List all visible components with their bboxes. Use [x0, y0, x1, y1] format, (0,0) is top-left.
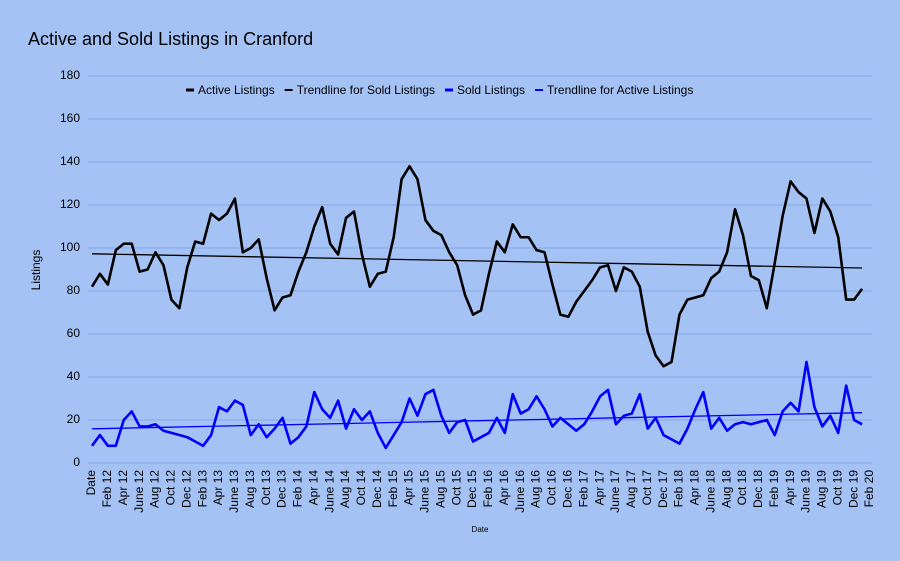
legend-label: Trendline for Active Listings	[547, 83, 693, 97]
x-tick-label: Apr 18	[688, 470, 702, 506]
x-tick-label: June 14	[322, 470, 336, 513]
x-tick-label: Dec 12	[179, 470, 193, 508]
x-tick-label: June 13	[227, 470, 241, 513]
x-tick-label: June 15	[418, 470, 432, 513]
x-tick-label: Oct 18	[735, 470, 749, 506]
x-tick-label: Dec 17	[656, 470, 670, 508]
x-tick-label: Feb 17	[576, 470, 590, 508]
y-tick-label: 100	[60, 240, 80, 254]
x-tick-label: June 17	[608, 470, 622, 513]
y-tick-label: 120	[60, 197, 80, 211]
x-tick-label: Feb 19	[767, 470, 781, 508]
x-tick-label: Aug 15	[433, 470, 447, 508]
x-tick-label: Aug 13	[243, 470, 257, 508]
x-tick-label: Apr 17	[592, 470, 606, 506]
x-tick-label: June 18	[703, 470, 717, 513]
x-tick-label: Feb 13	[195, 470, 209, 508]
x-tick-label: Date	[84, 470, 98, 496]
legend-label: Sold Listings	[457, 83, 525, 97]
x-tick-label: Feb 15	[386, 470, 400, 508]
x-tick-label: Aug 19	[815, 470, 829, 508]
x-tick-label: Feb 16	[481, 470, 495, 508]
x-tick-label: Dec 14	[370, 470, 384, 508]
legend-label: Active Listings	[198, 83, 275, 97]
x-tick-label: Aug 12	[148, 470, 162, 508]
x-tick-label: Dec 19	[846, 470, 860, 508]
x-axis-title: Date	[472, 525, 489, 534]
y-tick-label: 0	[73, 455, 80, 469]
x-tick-label: Feb 20	[862, 470, 876, 508]
legend-label: Trendline for Sold Listings	[297, 83, 435, 97]
x-tick-label: Oct 15	[449, 470, 463, 506]
x-tick-label: Feb 14	[291, 470, 305, 508]
y-tick-label: 60	[67, 326, 81, 340]
y-axis-title: Listings	[29, 250, 43, 291]
x-tick-label: Oct 17	[640, 470, 654, 506]
x-tick-label: Dec 16	[560, 470, 574, 508]
x-tick-label: Apr 12	[116, 470, 130, 506]
x-tick-label: Aug 16	[529, 470, 543, 508]
x-tick-label: June 16	[513, 470, 527, 513]
x-tick-label: Apr 14	[306, 470, 320, 506]
x-tick-label: Oct 14	[354, 470, 368, 506]
x-tick-label: Dec 15	[465, 470, 479, 508]
x-tick-label: Feb 18	[672, 470, 686, 508]
x-tick-label: Dec 18	[751, 470, 765, 508]
x-tick-label: June 12	[132, 470, 146, 513]
chart-title: Active and Sold Listings in Cranford	[28, 29, 313, 49]
y-tick-label: 40	[67, 369, 81, 383]
data-line	[90, 360, 863, 450]
y-tick-label: 160	[60, 111, 80, 125]
data-line	[90, 165, 864, 368]
y-tick-label: 140	[60, 154, 80, 168]
x-tick-label: Aug 14	[338, 470, 352, 508]
x-tick-label: June 19	[799, 470, 813, 513]
x-tick-label: Aug 17	[624, 470, 638, 508]
trendline	[91, 412, 863, 430]
y-tick-label: 180	[60, 68, 80, 82]
x-tick-label: Feb 12	[100, 470, 114, 508]
x-tick-label: Apr 13	[211, 470, 225, 506]
x-tick-label: Apr 15	[402, 470, 416, 506]
x-tick-label: Aug 18	[719, 470, 733, 508]
x-tick-label: Apr 19	[783, 470, 797, 506]
y-tick-label: 20	[67, 412, 81, 426]
y-tick-label: 80	[67, 283, 81, 297]
x-tick-label: Oct 13	[259, 470, 273, 506]
x-tick-label: Apr 16	[497, 470, 511, 506]
x-tick-label: Oct 16	[545, 470, 559, 506]
x-tick-label: Oct 19	[830, 470, 844, 506]
x-tick-label: Dec 13	[275, 470, 289, 508]
trendline	[91, 253, 863, 269]
x-tick-label: Oct 12	[164, 470, 178, 506]
